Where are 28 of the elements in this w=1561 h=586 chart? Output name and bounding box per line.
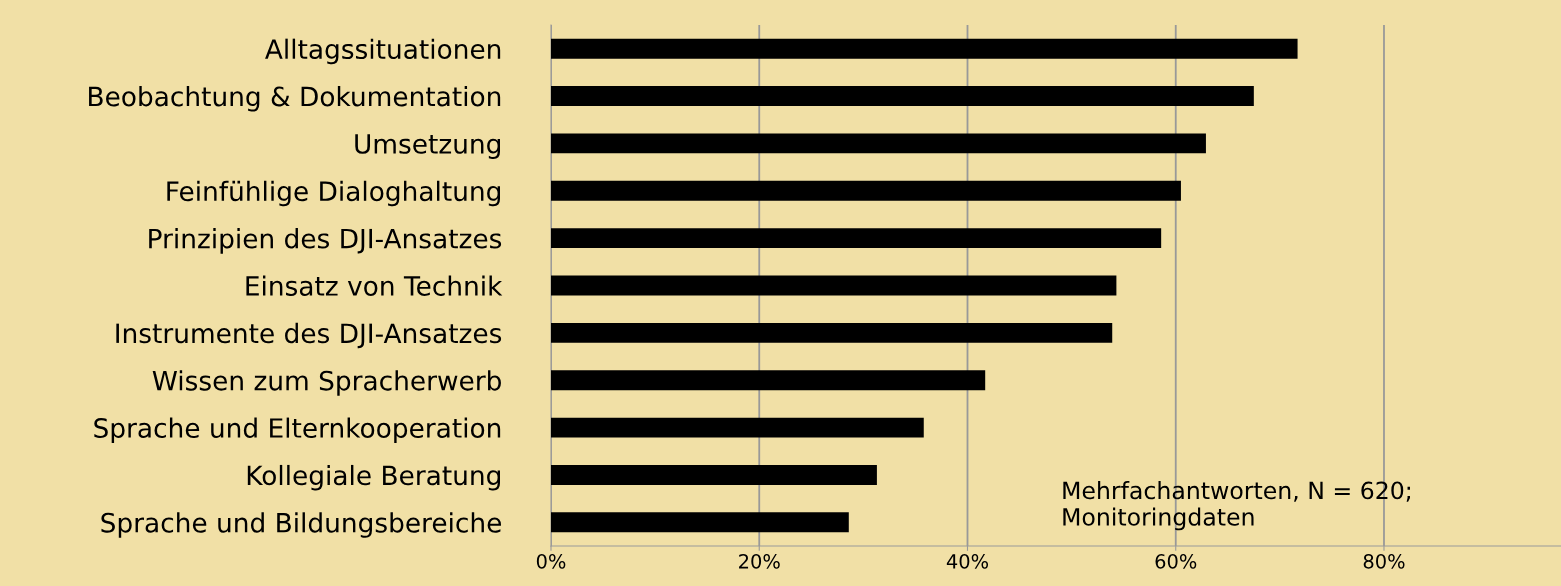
annotation: Mehrfachantworten, N = 620; Monitoringdaten [1063, 481, 1410, 531]
bar [551, 180, 1181, 201]
y-tick-label: Umsetzung [355, 134, 500, 159]
bar [551, 512, 849, 533]
bar [551, 370, 986, 391]
x-tick-label: 20% [739, 553, 780, 569]
bar [551, 465, 877, 485]
bar [551, 86, 1254, 106]
y-tick-label: Feinfühlige Dialoghaltung [167, 180, 500, 207]
x-tick-label: 40% [946, 553, 989, 569]
y-tick-label: Sprache und Bildungsbereiche [101, 512, 501, 538]
y-tick-label: Alltagssituationen [265, 38, 501, 65]
bar [551, 275, 1117, 296]
y-tick-label: Wissen zum Spracherwerb [152, 370, 501, 396]
y-tick-label: Beobachtung & Dokumentation [89, 86, 501, 112]
x-tick-label: 0% [536, 553, 566, 569]
bar [551, 322, 1113, 343]
x-tick-label: 80% [1363, 553, 1405, 569]
y-tick-label: Sprache und Elternkooperation [94, 417, 501, 444]
y-tick-label: Prinzipien des DJI-Ansatzes [149, 228, 502, 254]
y-tick-label: Kollegiale Beratung [247, 464, 500, 491]
y-tick-label: Einsatz von Technik [246, 275, 503, 296]
bar [551, 38, 1298, 59]
bar [551, 133, 1206, 154]
x-tick-label: 60% [1155, 553, 1197, 569]
y-tick-label: Instrumente des DJI-Ansatzes [116, 322, 502, 349]
bar [551, 228, 1162, 249]
bar [551, 417, 924, 438]
